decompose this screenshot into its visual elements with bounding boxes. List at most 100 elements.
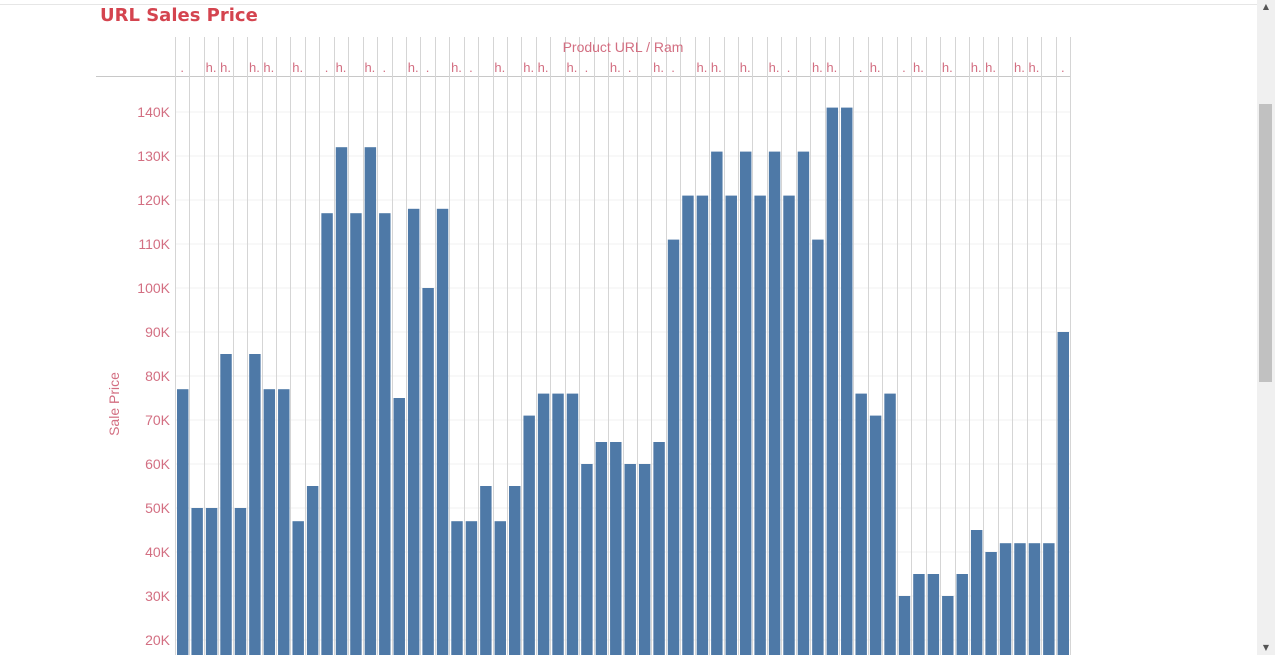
bar	[523, 415, 535, 655]
bar	[292, 521, 304, 655]
bar	[841, 107, 853, 655]
bar	[1028, 543, 1041, 655]
bar	[956, 574, 968, 655]
column-header-label: h.	[812, 60, 823, 75]
column-header-label: h.	[220, 60, 231, 75]
y-tick-label: 30K	[145, 588, 171, 604]
bar	[985, 552, 997, 655]
column-header-label: h.	[971, 60, 982, 75]
column-header-label: h.	[336, 60, 347, 75]
column-header-label: h.	[1028, 60, 1039, 75]
top-border	[0, 0, 1257, 5]
bar	[234, 508, 247, 655]
bar	[263, 389, 276, 655]
y-tick-label: 90K	[145, 324, 171, 340]
column-header-label: h.	[696, 60, 707, 75]
column-header-label: .	[859, 60, 863, 75]
column-header-label: .	[671, 60, 675, 75]
bar	[826, 107, 839, 655]
column-header-label: h.	[610, 60, 621, 75]
y-tick-label: 120K	[137, 192, 170, 208]
bar	[249, 354, 261, 655]
bar	[465, 521, 478, 655]
column-header-label: .	[787, 60, 791, 75]
bar	[552, 393, 564, 655]
bar	[595, 442, 608, 655]
column-header-label: .	[426, 60, 430, 75]
bar	[783, 195, 795, 655]
bar	[494, 521, 507, 655]
column-header-label: h.	[870, 60, 881, 75]
column-header-label: h.	[523, 60, 534, 75]
column-header-label: h.	[913, 60, 924, 75]
bar	[177, 389, 189, 655]
bar	[999, 543, 1012, 655]
column-header-label: h.	[653, 60, 664, 75]
bar	[1057, 332, 1069, 655]
bar	[768, 151, 781, 655]
column-header-label: h.	[364, 60, 375, 75]
column-header-label: h.	[567, 60, 578, 75]
bar	[970, 530, 983, 655]
column-header-label: .	[628, 60, 632, 75]
column-header-label: h.	[711, 60, 722, 75]
bar	[638, 464, 651, 655]
bar	[927, 574, 940, 655]
y-axis-title: Sale Price	[106, 372, 122, 436]
bar	[407, 208, 420, 655]
bar	[335, 147, 348, 655]
column-header-label: h.	[769, 60, 780, 75]
bar	[725, 195, 737, 655]
column-header-label: h.	[494, 60, 505, 75]
bar	[451, 521, 463, 655]
column-header-label: h.	[249, 60, 260, 75]
bar	[610, 442, 622, 655]
chart-title: URL Sales Price	[100, 5, 258, 26]
y-tick-label: 70K	[145, 412, 171, 428]
column-header-label: h.	[206, 60, 217, 75]
vertical-scrollbar[interactable]: ▲ ▼	[1257, 0, 1275, 655]
bar	[1014, 543, 1026, 655]
bar	[537, 393, 550, 655]
column-header-label: .	[383, 60, 387, 75]
bar	[379, 213, 391, 655]
bar	[509, 486, 521, 655]
bar	[667, 239, 680, 655]
y-tick-label: 130K	[137, 148, 170, 164]
scroll-down-arrow-icon[interactable]: ▼	[1262, 643, 1270, 652]
x-axis-title: Product URL / Ram	[563, 39, 684, 55]
bar	[711, 151, 723, 655]
column-header-label: h.	[1014, 60, 1025, 75]
bar	[682, 195, 694, 655]
column-header-label: .	[325, 60, 329, 75]
bar	[321, 213, 333, 655]
y-tick-label: 50K	[145, 500, 171, 516]
column-header-label: h.	[451, 60, 462, 75]
bar	[754, 195, 766, 655]
bar	[812, 239, 824, 655]
bar	[797, 151, 810, 655]
bar	[191, 508, 203, 655]
bar	[220, 354, 232, 655]
bar	[898, 596, 911, 655]
column-header-label: .	[585, 60, 589, 75]
scrollbar-thumb[interactable]	[1259, 104, 1272, 382]
bar	[739, 151, 752, 655]
y-tick-label: 100K	[137, 280, 170, 296]
bar	[350, 213, 362, 655]
column-header-label: h.	[740, 60, 751, 75]
column-header-label: .	[180, 60, 184, 75]
y-tick-label: 60K	[145, 456, 171, 472]
bar	[436, 208, 449, 655]
column-header-label: h.	[942, 60, 953, 75]
scroll-up-arrow-icon[interactable]: ▲	[1262, 2, 1270, 11]
bar	[306, 486, 319, 655]
bar	[393, 398, 405, 655]
bar	[278, 389, 290, 655]
bar	[855, 393, 867, 655]
bar	[869, 415, 882, 655]
column-header-label: h.	[408, 60, 419, 75]
bar	[566, 393, 579, 655]
column-header-label: .	[1061, 60, 1065, 75]
